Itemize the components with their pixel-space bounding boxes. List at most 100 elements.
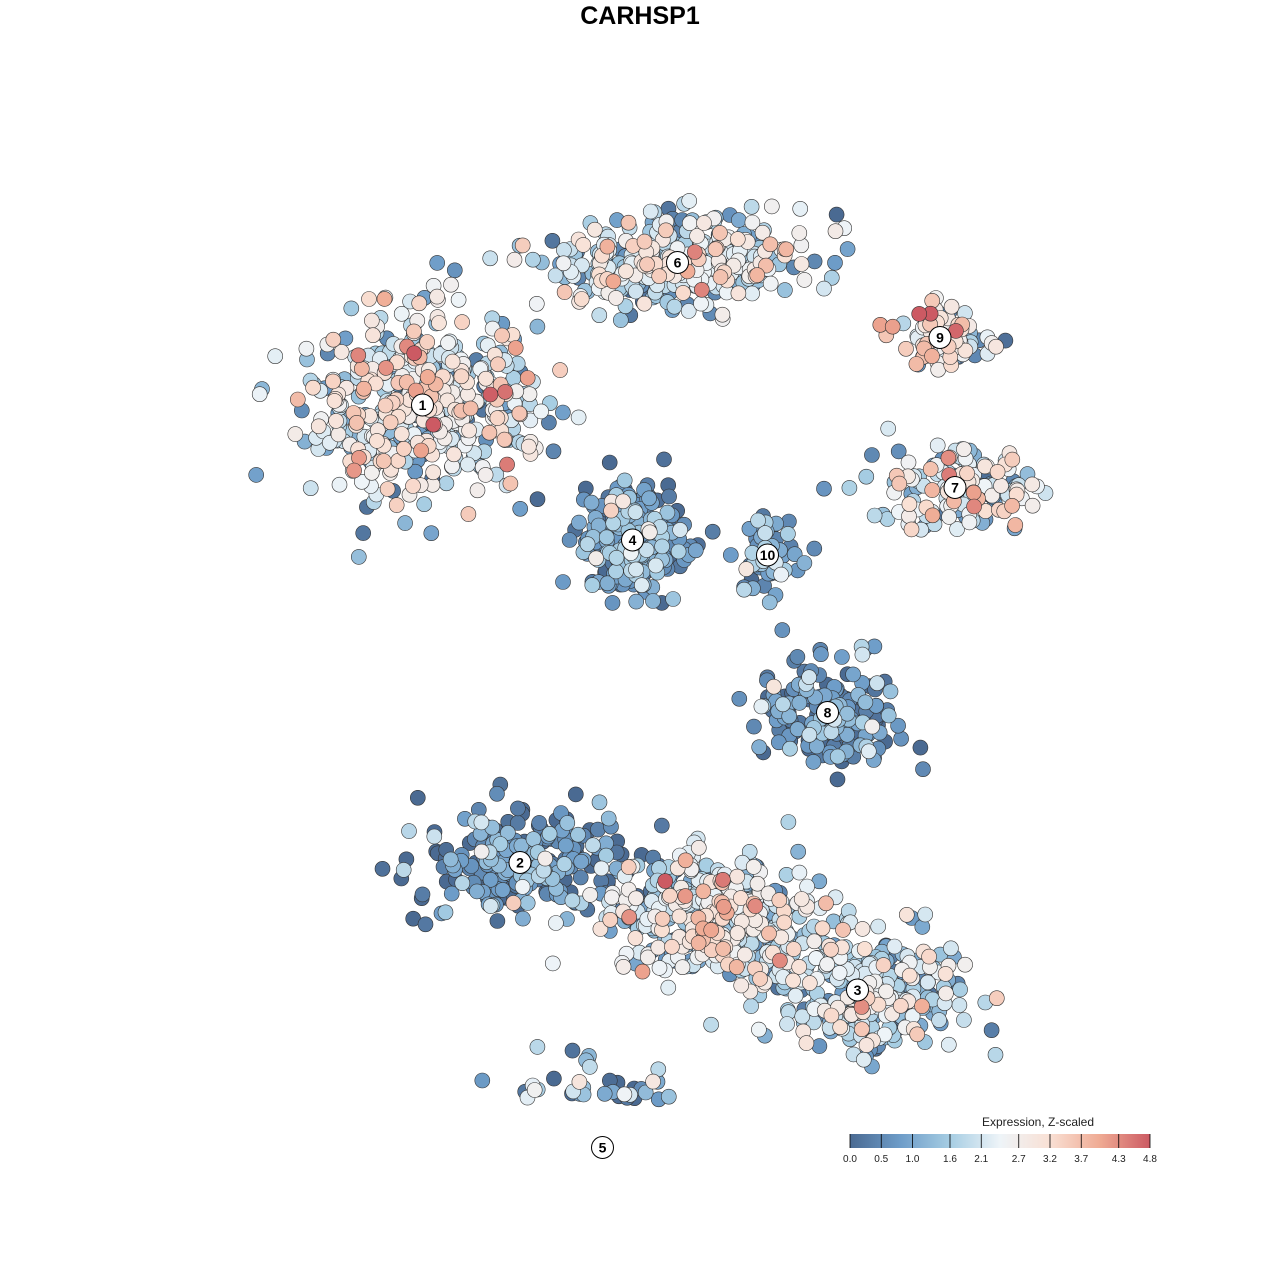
legend-tick-label: 3.7 xyxy=(1074,1154,1088,1165)
data-point xyxy=(693,281,710,298)
data-point xyxy=(529,491,546,508)
data-point xyxy=(302,480,319,497)
data-point xyxy=(891,475,908,492)
data-point xyxy=(581,1059,598,1075)
data-point xyxy=(1007,517,1024,533)
data-point xyxy=(677,852,694,869)
data-point xyxy=(437,904,454,921)
data-point xyxy=(751,1021,767,1038)
data-point xyxy=(712,269,729,285)
data-point xyxy=(533,403,549,420)
data-point xyxy=(514,879,531,895)
data-point xyxy=(636,233,653,250)
data-point xyxy=(940,450,957,466)
data-point xyxy=(474,1072,491,1089)
data-point xyxy=(959,465,975,482)
legend-tick-label: 4.3 xyxy=(1112,1154,1126,1165)
data-point xyxy=(749,267,766,283)
data-point xyxy=(411,295,428,312)
data-point xyxy=(462,400,479,417)
data-point xyxy=(628,561,644,578)
data-point xyxy=(425,416,442,433)
data-point xyxy=(627,283,644,300)
data-point xyxy=(741,843,758,860)
data-point xyxy=(808,738,825,755)
data-point xyxy=(924,507,941,524)
data-point xyxy=(393,305,410,322)
data-point xyxy=(956,441,972,458)
data-point xyxy=(660,1088,677,1105)
data-point xyxy=(374,860,391,877)
cluster-label-10: 10 xyxy=(756,543,779,567)
data-point xyxy=(743,998,759,1014)
data-point xyxy=(715,898,732,915)
data-point xyxy=(557,837,574,854)
data-point xyxy=(416,496,433,513)
data-point xyxy=(951,997,968,1013)
data-point xyxy=(353,360,370,377)
data-point xyxy=(556,856,573,872)
cluster-label-badge xyxy=(591,1136,614,1159)
data-point xyxy=(993,477,1009,494)
data-point xyxy=(875,957,892,973)
data-point xyxy=(988,990,1005,1007)
data-point xyxy=(751,739,768,756)
data-point xyxy=(642,203,659,220)
cluster-label-text: 10 xyxy=(760,547,776,563)
data-point xyxy=(388,497,405,513)
cluster-label-badge xyxy=(411,393,434,417)
cluster-label-3: 3 xyxy=(846,978,869,1002)
data-point xyxy=(733,977,750,994)
data-point xyxy=(469,883,485,900)
data-point xyxy=(900,454,917,471)
data-point xyxy=(586,221,603,238)
data-point xyxy=(616,472,633,489)
data-point xyxy=(248,467,265,483)
data-point xyxy=(806,933,823,950)
cluster-label-2: 2 xyxy=(508,851,532,874)
data-point xyxy=(500,824,516,841)
data-point xyxy=(793,256,810,272)
data-point xyxy=(429,255,446,271)
data-point xyxy=(544,955,561,972)
data-point xyxy=(446,262,463,279)
data-point xyxy=(829,771,846,788)
data-point xyxy=(773,566,789,583)
data-point xyxy=(575,237,592,253)
data-point xyxy=(544,233,561,249)
data-point xyxy=(494,882,511,898)
data-point xyxy=(365,327,381,344)
data-point xyxy=(363,464,380,481)
data-point xyxy=(943,940,959,957)
data-point xyxy=(605,273,622,290)
data-point xyxy=(961,514,978,531)
data-point xyxy=(774,622,791,638)
data-point xyxy=(350,347,367,364)
data-point xyxy=(634,963,651,980)
data-point xyxy=(779,1016,795,1032)
data-point xyxy=(882,683,899,700)
data-point xyxy=(330,426,347,443)
data-point xyxy=(638,542,655,558)
data-point xyxy=(854,646,871,663)
data-point xyxy=(481,424,498,441)
cluster-label-4: 4 xyxy=(621,528,644,552)
data-point xyxy=(753,698,770,715)
data-point xyxy=(814,920,831,937)
data-point xyxy=(369,433,385,449)
data-point xyxy=(661,488,677,505)
data-point xyxy=(745,859,762,875)
data-point xyxy=(680,303,697,319)
legend-tick-label: 0.0 xyxy=(843,1154,857,1165)
data-point xyxy=(805,754,822,770)
data-point xyxy=(567,786,584,803)
data-point xyxy=(443,276,459,293)
data-point xyxy=(608,290,624,306)
data-point xyxy=(827,254,843,271)
data-point xyxy=(793,891,810,907)
data-point xyxy=(417,916,434,933)
data-point xyxy=(914,998,930,1014)
data-point xyxy=(375,453,392,469)
data-point xyxy=(572,869,589,886)
data-point xyxy=(450,291,467,308)
